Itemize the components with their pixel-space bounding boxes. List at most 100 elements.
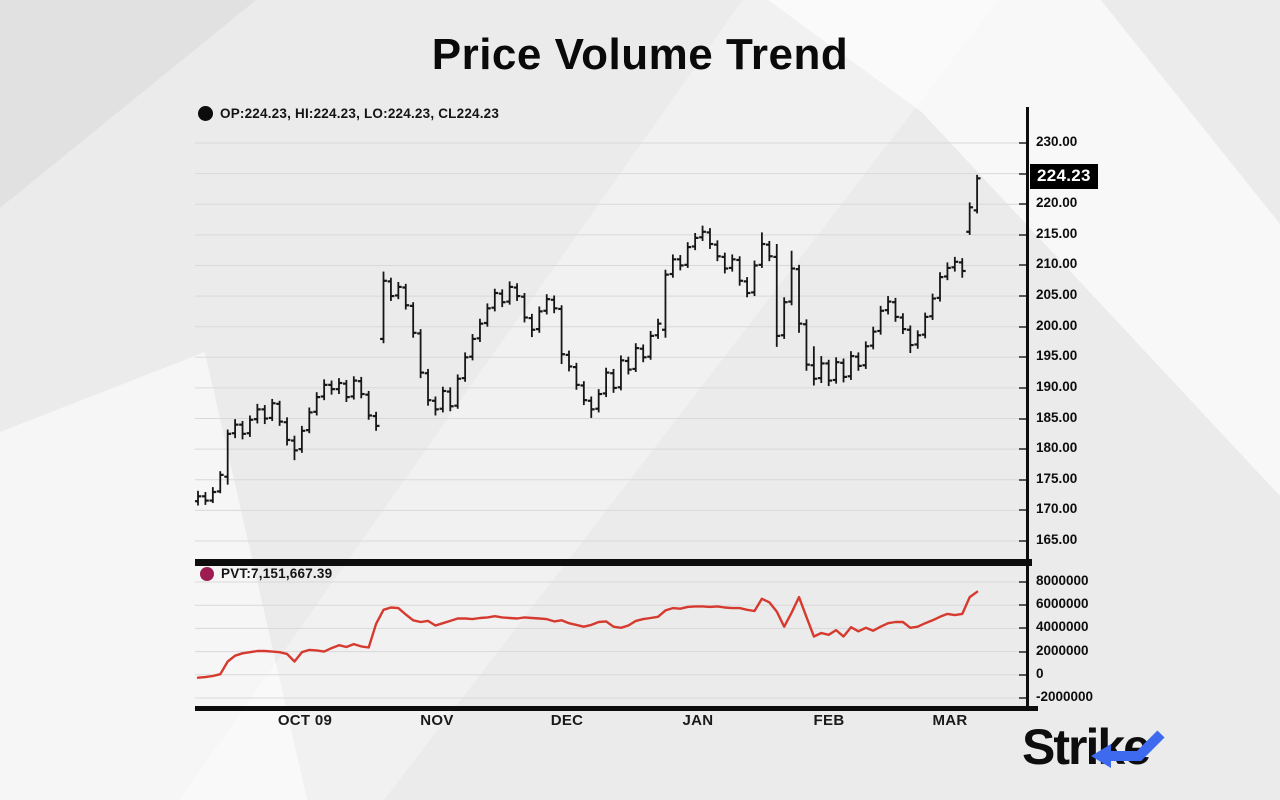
ohlc-bar — [877, 305, 885, 335]
month-label: MAR — [932, 712, 968, 729]
ohlc-bar — [706, 228, 714, 249]
ohlc-bar — [491, 288, 499, 312]
ohlc-bar — [209, 487, 217, 504]
logo-arrow-e: e — [1091, 719, 1165, 775]
ohlc-bar — [432, 396, 439, 416]
price-axis-label: 190.00 — [1036, 378, 1078, 394]
ohlc-bar — [461, 352, 469, 382]
ohlc-bar — [387, 277, 395, 301]
ohlc-bar — [743, 277, 751, 298]
ohlc-bar — [305, 407, 313, 434]
ohlc-bar — [268, 398, 276, 421]
ohlc-bar — [728, 254, 736, 272]
ohlc-bar — [973, 174, 981, 214]
ohlc-bar — [958, 258, 966, 278]
axis-tick — [1019, 448, 1026, 451]
price-legend-dot-icon — [198, 106, 213, 121]
price-axis-label: 220.00 — [1036, 195, 1078, 211]
ohlc-bar — [276, 400, 284, 426]
ohlc-bar — [795, 264, 803, 333]
ohlc-bar — [840, 358, 847, 383]
panel-separator — [195, 559, 1032, 566]
ohlc-bar — [246, 415, 254, 437]
ohlc-bar — [929, 293, 936, 320]
logo-text: e — [1123, 719, 1151, 775]
ohlc-bar — [402, 283, 410, 310]
ohlc-bar — [647, 330, 655, 360]
ohlc-bar — [810, 346, 818, 386]
price-axis-label: 205.00 — [1036, 287, 1078, 303]
pvt-chart-panel — [195, 566, 1028, 706]
ohlc-bar — [936, 272, 944, 302]
ohlc-bar — [469, 334, 476, 361]
pvt-legend: PVT:7,151,667.39 — [200, 566, 332, 581]
ohlc-bar — [817, 356, 825, 384]
ohlc-bar — [343, 379, 350, 403]
month-label: DEC — [550, 712, 584, 729]
pvt-legend-text: PVT:7,151,667.39 — [221, 566, 333, 581]
y-axis-line — [1026, 107, 1029, 711]
ohlc-bar — [610, 368, 617, 393]
ohlc-bar — [691, 233, 699, 251]
axis-tick — [1019, 172, 1026, 175]
pvt-axis-label: 6000000 — [1036, 596, 1089, 612]
ohlc-bar — [944, 262, 951, 281]
ohlc-bar — [639, 344, 647, 363]
price-axis-label: 170.00 — [1036, 501, 1078, 517]
axis-tick — [1019, 627, 1026, 630]
axis-tick — [1019, 142, 1026, 144]
page-title: Price Volume Trend — [431, 30, 849, 79]
month-label: FEB — [813, 712, 845, 729]
ohlc-bar — [899, 313, 907, 335]
ohlc-bar — [328, 380, 335, 395]
ohlc-bar — [350, 376, 358, 400]
ohlc-bar — [684, 242, 692, 268]
axis-tick — [1019, 539, 1026, 542]
ohlc-bar — [951, 256, 959, 272]
pvt-line — [196, 590, 979, 679]
pvt-axis-label: 4000000 — [1036, 619, 1089, 635]
ohlc-bar — [721, 252, 729, 274]
month-label: OCT 09 — [277, 712, 333, 729]
ohlc-bar — [202, 492, 209, 505]
ohlc-bar — [357, 376, 365, 399]
ohlc-bar — [736, 256, 744, 286]
axis-tick — [1019, 509, 1026, 512]
ohlc-bar — [906, 325, 914, 354]
ohlc-bar — [662, 269, 669, 338]
logo-text: k — [1097, 719, 1125, 775]
pvt-axis-label: -2000000 — [1036, 689, 1094, 704]
axis-tick — [1019, 356, 1026, 359]
ohlc-bar — [602, 367, 610, 398]
axis-tick — [1019, 233, 1026, 236]
ohlc-bar — [253, 403, 261, 424]
ohlc-bar — [521, 293, 528, 323]
ohlc-bar — [773, 244, 781, 347]
ohlc-bar — [803, 319, 810, 371]
price-axis-label: 195.00 — [1036, 348, 1078, 364]
ohlc-bar — [335, 378, 343, 395]
ohlc-bar — [654, 318, 662, 339]
ohlc-bar — [758, 232, 766, 268]
last-price-badge: 224.23 — [1030, 164, 1098, 189]
month-label: NOV — [420, 712, 454, 729]
ohlc-bar — [454, 374, 462, 409]
ohlc-bar — [587, 396, 595, 418]
axis-tick — [1019, 386, 1026, 389]
ohlc-bar — [632, 343, 640, 373]
ohlc-bar — [231, 419, 239, 439]
axis-tick — [1019, 417, 1026, 420]
price-axis-label: 230.00 — [1036, 134, 1078, 149]
pvt-axis-label: 0 — [1036, 665, 1044, 681]
price-chart-panel — [195, 107, 1028, 559]
ohlc-bar — [558, 305, 565, 365]
ohlc-bar — [573, 362, 580, 390]
price-axis-label: 215.00 — [1036, 225, 1078, 241]
axis-tick — [1019, 673, 1026, 676]
price-axis-label: 175.00 — [1036, 470, 1078, 486]
axis-tick — [1019, 697, 1026, 699]
ohlc-bar — [283, 417, 291, 446]
month-label: JAN — [682, 712, 714, 729]
axis-tick — [1019, 478, 1026, 481]
ohlc-bar — [298, 425, 306, 453]
